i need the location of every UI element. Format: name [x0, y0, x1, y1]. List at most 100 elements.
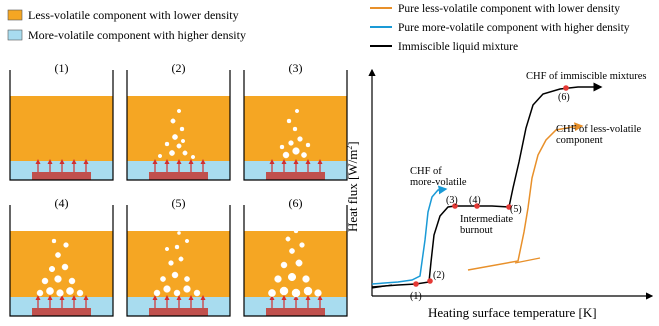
point-label-2: (2) [433, 270, 445, 281]
heat-arrowhead [83, 159, 89, 164]
curve-orange-minor [514, 257, 541, 264]
container-wall [243, 70, 348, 181]
container-wall [9, 205, 114, 317]
vapor-bubble [164, 141, 170, 147]
less-volatile-layer [10, 96, 113, 161]
plot-points: (1) (2) (3) (4) (5) (6) [410, 85, 570, 302]
vapor-bubble [66, 287, 74, 295]
vapor-bubble [302, 275, 310, 283]
vapor-bubble [76, 289, 84, 297]
curve-black [371, 86, 583, 288]
heat-arrowhead [152, 295, 158, 300]
heat-arrowhead [188, 295, 194, 300]
vapor-bubble [190, 154, 196, 160]
annotation-chf-immiscible: CHF of immiscible mixtures [526, 71, 646, 82]
vapor-bubble [285, 236, 291, 242]
vapor-bubble [280, 261, 288, 269]
heat-arrowhead [71, 159, 77, 164]
less-volatile-layer [127, 96, 230, 161]
heat-arrowhead [152, 159, 158, 164]
point-2 [427, 278, 433, 284]
vapor-bubble [305, 142, 311, 148]
heat-arrowhead [281, 295, 287, 300]
vapor-bubble [287, 272, 297, 282]
heat-arrowhead [200, 295, 206, 300]
point-label-4: (4) [469, 195, 481, 206]
plot-curves [371, 82, 603, 289]
vapor-bubble [180, 138, 186, 144]
heat-arrowhead [293, 295, 299, 300]
vapor-bubble [173, 289, 181, 297]
boiling-panel-2: (2) [126, 61, 231, 181]
vapor-bubble [288, 140, 294, 146]
point-label-6: (6) [558, 92, 570, 103]
annotation-intermediate-2: burnout [460, 225, 493, 236]
curve-blue [371, 185, 448, 285]
point-4 [474, 203, 480, 209]
legend-label-more-volatile: More-volatile component with higher dens… [28, 28, 246, 42]
heater [32, 308, 91, 316]
x-axis-label: Heating surface temperature [K] [428, 305, 597, 320]
heat-arrowhead [176, 295, 182, 300]
heater [149, 172, 208, 180]
vapor-bubble [170, 118, 176, 124]
vapor-bubble [178, 256, 184, 262]
point-6 [563, 85, 569, 91]
vapor-bubble [176, 108, 182, 114]
vapor-bubble [169, 150, 175, 156]
panel-label: (3) [289, 61, 303, 75]
heat-arrowhead [176, 159, 182, 164]
container-wall [126, 205, 231, 317]
curve-black-tail [371, 284, 393, 289]
vapor-bubble [168, 260, 174, 266]
vapor-bubble [291, 288, 301, 298]
heat-arrowhead [305, 295, 311, 300]
heat-arrowhead [35, 295, 41, 300]
vapor-bubble [286, 118, 292, 124]
vapor-bubble [293, 228, 299, 234]
vapor-bubble [193, 289, 201, 297]
y-axis-label: Heat flux [W/m2] [345, 141, 360, 232]
vapor-bubble [303, 286, 313, 296]
panel-label: (1) [55, 61, 69, 75]
vapor-bubble [46, 287, 54, 295]
heater [266, 308, 325, 316]
vapor-bubble [182, 150, 188, 156]
vapor-bubble [172, 134, 178, 140]
legend-label-less-volatile: Less-volatile component with lower densi… [28, 8, 239, 22]
vapor-bubble [295, 259, 303, 267]
panel-label: (2) [172, 61, 186, 75]
left-legend: Less-volatile component with lower densi… [7, 8, 246, 42]
heat-arrowhead [164, 159, 170, 164]
vapor-bubble [294, 108, 300, 114]
vapor-bubble [301, 152, 307, 158]
vapor-bubble [163, 285, 171, 293]
point-3 [452, 203, 458, 209]
vapor-bubble [160, 276, 166, 282]
legend-swatch-orange [7, 9, 23, 21]
heat-arrowhead [317, 159, 323, 164]
heat-arrowhead [47, 295, 53, 300]
heat-arrowhead [293, 159, 299, 164]
heater [32, 172, 91, 180]
vapor-bubble [68, 277, 76, 285]
vapor-bubble [177, 231, 181, 235]
annotation-chf-less-2: component [556, 135, 603, 146]
vapor-bubble [56, 289, 64, 297]
point-label-5: (5) [510, 204, 522, 215]
vapor-bubble [289, 248, 295, 254]
heater [149, 308, 208, 316]
vapor-bubble [176, 143, 182, 149]
vapor-bubble [48, 265, 56, 273]
container-wall [9, 70, 114, 181]
point-label-3: (3) [446, 195, 458, 206]
boiling-panel-3: (3) [243, 61, 348, 181]
vapor-bubble [268, 289, 276, 297]
point-1 [413, 281, 419, 287]
boiling-panel-1: (1) [9, 61, 114, 181]
heat-arrowhead [59, 295, 65, 300]
heat-arrowhead [47, 159, 53, 164]
vapor-bubble [292, 126, 298, 132]
heat-arrowhead [281, 159, 287, 164]
